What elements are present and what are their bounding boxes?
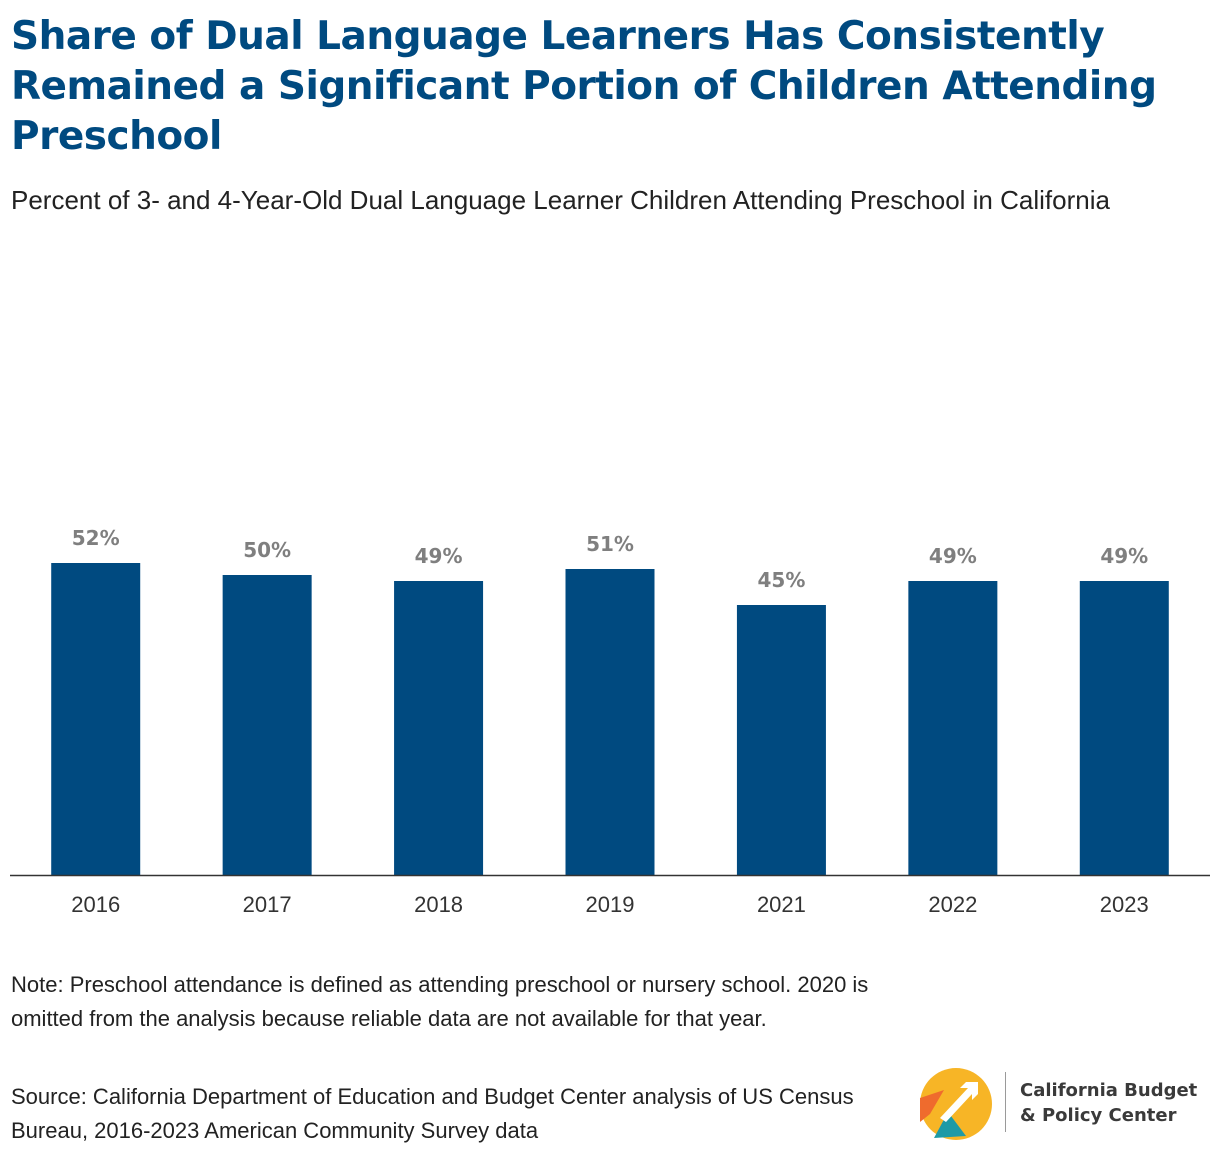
logo-line-2: & Policy Center xyxy=(1020,1105,1177,1126)
x-tick-label-2022: 2022 xyxy=(928,892,977,917)
bar-2018 xyxy=(394,581,484,875)
x-tick-label-2017: 2017 xyxy=(243,892,292,917)
x-tick-label-2016: 2016 xyxy=(71,892,120,917)
chart-source: Source: California Department of Educati… xyxy=(11,1084,854,1143)
logo-arrow-shape xyxy=(940,1082,978,1122)
logo-orange-shape xyxy=(920,1090,944,1122)
x-tick-label-2018: 2018 xyxy=(414,892,463,917)
bar-2023 xyxy=(1079,581,1169,875)
logo-wordmark: California Budget & Policy Center xyxy=(1020,1078,1197,1128)
data-label-2022: 49% xyxy=(929,544,977,568)
bar-chart: 52% 2016 50% 2017 49% 2018 51% 2019 45% 2021 49% 20… xyxy=(10,526,1210,917)
bar-2016 xyxy=(51,563,141,875)
bar-2019 xyxy=(565,569,655,875)
logo-teal-shape xyxy=(934,1112,966,1138)
bar-2021 xyxy=(736,605,826,875)
cbpc-logo-icon xyxy=(920,1068,992,1140)
data-label-2017: 50% xyxy=(243,538,291,562)
data-label-2019: 51% xyxy=(586,532,634,556)
x-tick-label-2019: 2019 xyxy=(586,892,635,917)
chart-note: Note: Preschool attendance is defined as… xyxy=(11,972,869,1031)
logo-divider xyxy=(1005,1072,1006,1132)
bar-2017 xyxy=(222,575,312,875)
x-tick-label-2021: 2021 xyxy=(757,892,806,917)
data-label-2023: 49% xyxy=(1100,544,1148,568)
x-tick-label-2023: 2023 xyxy=(1100,892,1149,917)
chart-subtitle: Percent of 3- and 4-Year-Old Dual Langua… xyxy=(11,185,1110,215)
bar-2022 xyxy=(908,581,998,875)
data-label-2016: 52% xyxy=(72,526,120,550)
data-label-2021: 45% xyxy=(757,568,805,592)
chart-title: Share of Dual Language Learners Has Cons… xyxy=(11,14,1157,159)
data-label-2018: 49% xyxy=(415,544,463,568)
logo-line-1: California Budget xyxy=(1020,1080,1198,1101)
